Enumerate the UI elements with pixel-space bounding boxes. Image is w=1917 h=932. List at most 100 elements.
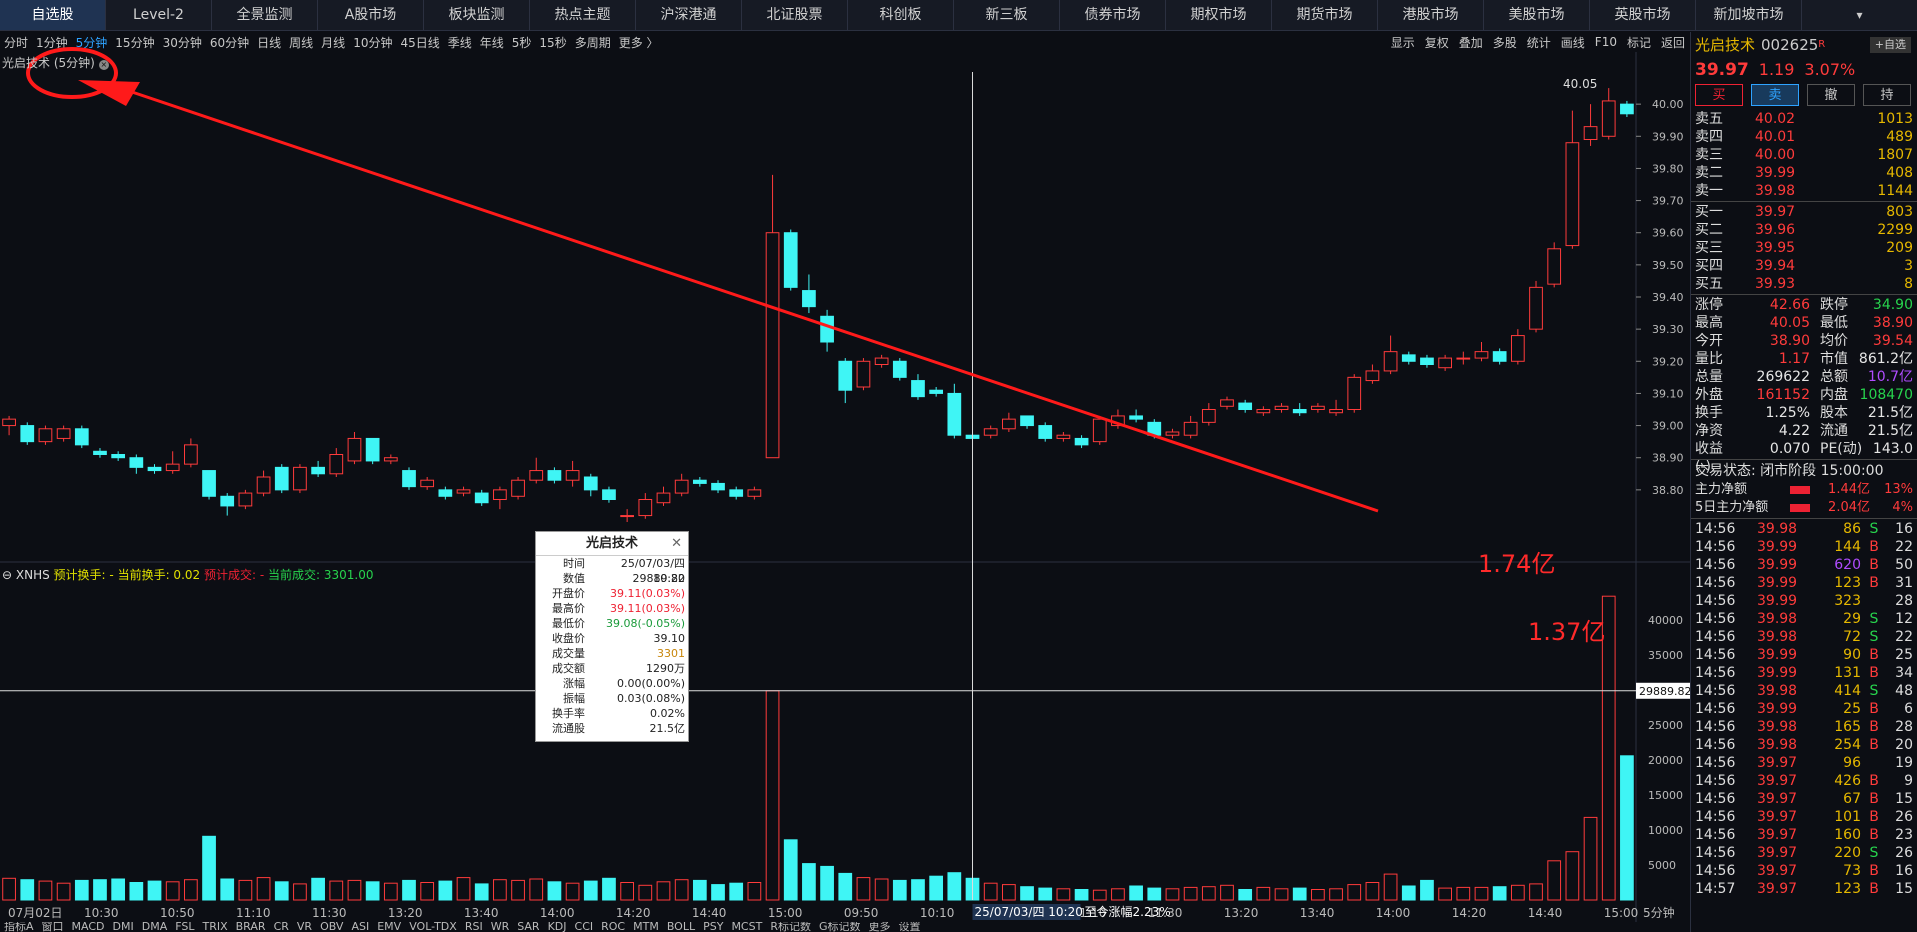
indicator-tab-12[interactable]: EMV (377, 922, 402, 932)
period-0[interactable]: 分时 (4, 35, 29, 50)
candle-body (474, 492, 489, 504)
volume-bar (147, 880, 162, 901)
indicator-tab-24[interactable]: R标记数 (770, 922, 811, 932)
tool-8[interactable]: 返回 (1660, 35, 1685, 50)
tool-0[interactable]: 显示 (1390, 35, 1415, 50)
tool-3[interactable]: 多股 (1492, 35, 1517, 50)
indicator-tab-27[interactable]: 设置 (898, 922, 921, 932)
period-14[interactable]: 15秒 (539, 35, 567, 50)
kline-chart[interactable]: 40.00 39.90 39.80 39.70 39.60 39.50 39.40 39.30… (0, 0, 1690, 932)
collapse-icon[interactable]: ⊖ (2, 568, 16, 582)
tick-row: 14:56 39.99 123 B 31 (1691, 574, 1917, 592)
indicator-tab-14[interactable]: RSI (464, 922, 483, 932)
nav-tab-11[interactable]: 期权市场 (1166, 0, 1272, 30)
period-15[interactable]: 多周期 (574, 35, 611, 50)
volume-bar (565, 882, 580, 901)
nav-tab-0[interactable]: 自选股 (0, 0, 106, 30)
tool-6[interactable]: F10 (1594, 35, 1617, 49)
close-icon[interactable]: ✕ (671, 536, 682, 551)
data-tooltip: 光启技术 ✕ 时间 25/07/03/四 10:20 数值 29889.82 开盘价 39.… (535, 531, 689, 742)
nav-tab-9[interactable]: 新三板 (954, 0, 1060, 30)
nav-tab-6[interactable]: 沪深港通 (636, 0, 742, 30)
nav-tab-12[interactable]: 期货市场 (1272, 0, 1378, 30)
indicator-tab-20[interactable]: MTM (633, 922, 659, 932)
add-watchlist-button[interactable]: +自选 (1869, 37, 1911, 53)
indicator-tab-7[interactable]: BRAR (235, 922, 266, 932)
nav-tab-16[interactable]: 新加坡市场 (1696, 0, 1802, 30)
indicator-tab-6[interactable]: TRIX (202, 922, 228, 932)
indicator-tab-16[interactable]: SAR (517, 922, 540, 932)
indicator-tab-10[interactable]: OBV (320, 922, 344, 932)
indicator-tab-18[interactable]: CCI (574, 922, 594, 932)
nav-tab-7[interactable]: 北证股票 (742, 0, 848, 30)
period-1[interactable]: 1分钟 (36, 35, 68, 50)
tick-price: 39.97 (1757, 845, 1798, 861)
indicator-tab-3[interactable]: DMI (112, 922, 134, 932)
tool-5[interactable]: 画线 (1560, 35, 1585, 50)
tool-4[interactable]: 统计 (1526, 35, 1551, 50)
nav-tab-15[interactable]: 英股市场 (1590, 0, 1696, 30)
stat-key: 今开 (1695, 333, 1723, 349)
indicator-tab-26[interactable]: 更多 (868, 922, 891, 932)
tick-volume: 414 (1834, 683, 1861, 699)
period-7[interactable]: 周线 (289, 35, 314, 50)
indicator-tab-1[interactable]: 窗口 (41, 922, 64, 932)
tick-list[interactable]: 14:56 39.98 86 S 16 14:56 39.99 144 B 22 14:56 39.9… (1691, 520, 1917, 898)
indicator-tab-11[interactable]: ASI (351, 922, 370, 932)
period-9[interactable]: 10分钟 (353, 35, 393, 50)
period-13[interactable]: 5秒 (511, 35, 532, 50)
nav-tab-3[interactable]: A股市场 (318, 0, 424, 30)
indicator-tab-5[interactable]: FSL (175, 922, 195, 932)
candle-body (711, 482, 725, 491)
close-circle-icon[interactable]: × (98, 60, 109, 70)
nav-tab-1[interactable]: Level-2 (106, 0, 212, 30)
order-level: 卖三 40.00 1807 (1691, 146, 1917, 164)
nav-tab-4[interactable]: 板块监测 (424, 0, 530, 30)
indicator-tab-13[interactable]: VOL-TDX (409, 922, 457, 932)
volume-bar (1129, 885, 1143, 901)
period-3[interactable]: 15分钟 (115, 35, 155, 50)
volume-bar (493, 879, 507, 901)
indicator-tab-23[interactable]: MCST (731, 922, 763, 932)
nav-tab-5[interactable]: 热点主题 (530, 0, 636, 30)
nav-tab-14[interactable]: 美股市场 (1484, 0, 1590, 30)
period-2[interactable]: 5分钟 (75, 35, 108, 50)
nav-tab-10[interactable]: 债券市场 (1060, 0, 1166, 30)
indicator-tab-17[interactable]: KDJ (547, 922, 567, 932)
cancel-order-button[interactable]: 撤 (1807, 84, 1855, 106)
nav-more-icon[interactable]: ▾ (1856, 8, 1863, 22)
tool-2[interactable]: 叠加 (1458, 35, 1483, 50)
indicator-tab-8[interactable]: CR (273, 922, 289, 932)
tick-time: 14:56 (1695, 557, 1736, 573)
indicator-tab-0[interactable]: 指标A (4, 922, 34, 932)
period-10[interactable]: 45日线 (400, 35, 440, 50)
order-p: 39.96 (1755, 222, 1796, 238)
indicator-tab-4[interactable]: DMA (141, 922, 168, 932)
chart-tools: 显示 复权 叠加 多股 统计 画线 F10 标记 返回 (1386, 32, 1690, 52)
tool-7[interactable]: 标记 (1626, 35, 1651, 50)
indicator-tab-19[interactable]: ROC (601, 922, 626, 932)
tool-1[interactable]: 复权 (1424, 35, 1449, 50)
sell-button[interactable]: 卖 (1751, 84, 1799, 106)
stat-value: 269622 (1756, 369, 1810, 385)
period-12[interactable]: 年线 (479, 35, 504, 50)
nav-tab-8[interactable]: 科创板 (848, 0, 954, 30)
period-4[interactable]: 30分钟 (162, 35, 202, 50)
holdings-button[interactable]: 持 (1863, 84, 1911, 106)
indicator-tab-15[interactable]: WR (490, 922, 510, 932)
indicator-tab-2[interactable]: MACD (71, 922, 105, 932)
nav-tab-13[interactable]: 港股市场 (1378, 0, 1484, 30)
period-11[interactable]: 季线 (447, 35, 472, 50)
period-16[interactable]: 更多 〉 (618, 35, 659, 50)
tick-volume: 254 (1834, 737, 1861, 753)
period-8[interactable]: 月线 (321, 35, 346, 50)
indicator-tab-25[interactable]: G标记数 (818, 922, 861, 932)
indicator-tab-22[interactable]: PSY (703, 922, 724, 932)
period-6[interactable]: 日线 (257, 35, 282, 50)
nav-tab-2[interactable]: 全景监测 (212, 0, 318, 30)
indicator-name[interactable]: XNHS (15, 568, 50, 582)
indicator-tab-21[interactable]: BOLL (666, 922, 696, 932)
buy-button[interactable]: 买 (1695, 84, 1743, 106)
period-5[interactable]: 60分钟 (209, 35, 250, 50)
indicator-tab-9[interactable]: VR (296, 922, 313, 932)
